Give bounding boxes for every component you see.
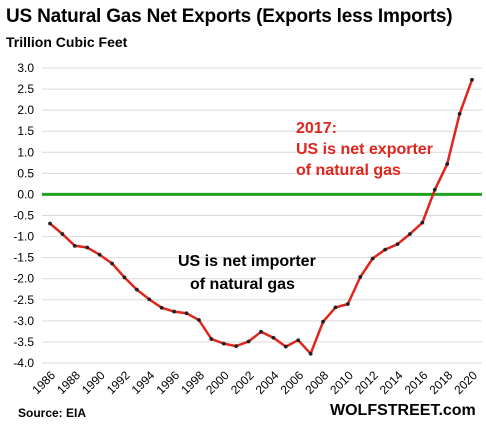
y-tick-label: -3.0 [13,314,34,328]
x-tick-label: 1986 [29,368,58,397]
y-axis-tick-labels: 3.0 2.5 2.0 1.5 1.0 0.5 0.0 -0.5 -1.0 -1.5 -2.0 -2.… [13,61,34,370]
x-tick-label: 1994 [129,368,158,397]
x-axis-tick-labels: 1986198819901992199419961998200020022004… [29,368,480,397]
data-point [271,335,276,340]
x-tick-label: 2004 [253,368,282,397]
y-tick-label: -1.5 [13,251,34,265]
data-point [48,221,52,226]
data-point [296,338,301,343]
y-tick-label: 0.5 [17,166,34,180]
x-tick-label: 1990 [79,368,108,397]
x-tick-label: 1998 [178,368,207,397]
data-point [321,319,325,324]
x-tick-label: 2018 [427,368,456,397]
data-point [470,77,474,82]
data-point [234,344,239,349]
data-point [110,261,114,266]
x-tick-label: 2014 [377,368,406,397]
data-point [221,341,226,346]
x-tick-label: 2008 [302,368,331,397]
x-tick-label: 2016 [402,368,431,397]
data-point [209,337,214,341]
data-point [308,351,313,356]
y-tick-label: -1.0 [13,230,34,244]
y-tick-label: -4.0 [13,356,34,370]
y-tick-label: 0.0 [17,187,34,201]
y-tick-label: -2.5 [13,293,34,307]
y-tick-label: 3.0 [17,61,34,75]
data-point [345,302,350,306]
annotation-exporter: of natural gas [296,162,401,179]
source-note: Source: EIA [18,406,87,420]
annotation-importer: of natural gas [190,276,295,293]
data-point [432,187,437,192]
data-point [147,297,152,302]
x-tick-label: 1988 [54,368,83,397]
data-point [395,242,400,247]
y-tick-label: -2.0 [13,272,34,286]
x-tick-label: 2012 [352,368,381,397]
data-point [420,220,425,225]
annotation-exporter: US is net exporter [296,141,433,158]
y-tick-label: 1.0 [17,145,34,159]
data-point [383,247,388,252]
data-point [122,275,127,280]
x-tick-label: 1992 [104,368,133,397]
annotation-importer: US is net importer [178,253,316,270]
y-tick-label: 2.0 [17,103,34,117]
data-point [72,243,77,248]
y-tick-label: 2.5 [17,82,34,96]
data-point [60,232,65,236]
series-line [49,79,474,355]
data-point [246,339,251,344]
annotation-exporter: 2017: [296,120,337,137]
x-tick-label: 2020 [451,368,480,397]
data-point [333,305,338,310]
data-point [283,344,288,349]
data-point [445,162,450,166]
chart-title: US Natural Gas Net Exports (Exports less… [6,6,453,27]
data-point [197,318,201,322]
gridlines [42,67,482,364]
data-point [97,252,102,257]
x-tick-label: 1996 [153,368,182,397]
data-point [159,305,164,310]
data-point [259,329,263,334]
y-tick-label: 1.5 [17,124,34,138]
brand-logo-text: WOLFSTREET.com [330,402,476,419]
chart-subtitle: Trillion Cubic Feet [6,34,128,50]
y-tick-label: -3.5 [13,335,34,349]
data-point [172,309,177,314]
data-point [358,275,363,279]
data-point [85,245,90,250]
data-point [184,311,189,316]
x-tick-label: 2006 [278,368,307,397]
data-point [408,232,412,236]
x-tick-label: 2002 [228,368,257,397]
data-point [134,287,139,292]
data-point [457,112,462,116]
y-tick-label: -0.5 [13,209,34,223]
annotations: 2017: US is net exporter of natural gas US … [178,120,433,293]
series-markers [48,77,474,356]
x-tick-label: 2000 [203,368,232,397]
x-tick-label: 2010 [327,368,356,397]
data-point [370,256,375,261]
